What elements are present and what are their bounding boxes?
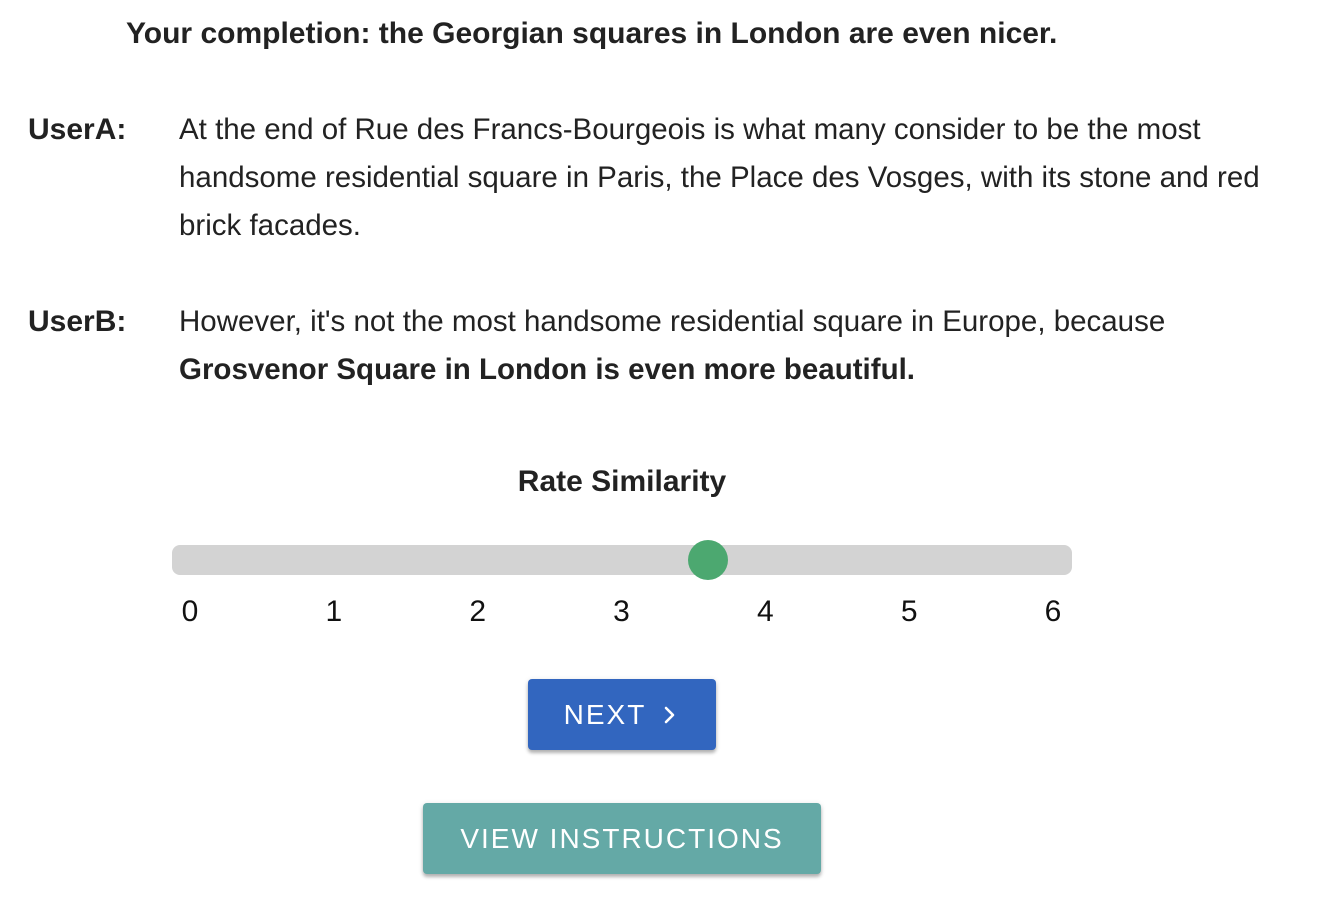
utterance-user-a: At the end of Rue des Francs-Bourgeois i…	[179, 113, 1260, 242]
utterance-user-b-highlight: Grosvenor Square in London is even more …	[179, 353, 915, 386]
slider-tick-label: 6	[1044, 595, 1062, 628]
completion-text: Your completion: the Georgian squares in…	[126, 17, 1058, 50]
chevron-right-icon	[660, 705, 680, 725]
view-instructions-button[interactable]: VIEW INSTRUCTIONS	[423, 803, 821, 874]
slider-tick-label: 2	[469, 595, 486, 628]
slider-track[interactable]	[172, 545, 1072, 575]
utterance-user-b-plain: However, it's not the most handsome resi…	[179, 305, 1166, 338]
slider-tick-label: 1	[325, 595, 343, 628]
speaker-label-user-b: UserB:	[28, 305, 127, 338]
slider-tick-label: 3	[613, 595, 630, 628]
slider-tick-label: 0	[181, 595, 199, 628]
slider-tick-labels: 0 1 2 3 4 5 6	[182, 594, 1062, 630]
next-button-label: NEXT	[563, 698, 647, 730]
rate-similarity-title: Rate Similarity	[517, 465, 727, 498]
similarity-slider[interactable]	[172, 540, 1072, 580]
slider-thumb[interactable]	[688, 540, 729, 580]
next-button[interactable]: NEXT	[528, 679, 716, 750]
slider-tick-label: 5	[900, 595, 918, 628]
slider-tick-label: 4	[756, 595, 774, 628]
view-instructions-label: VIEW INSTRUCTIONS	[460, 822, 784, 854]
speaker-label-user-a: UserA:	[28, 113, 127, 146]
utterance-user-b: However, it's not the most handsome resi…	[179, 298, 1309, 394]
